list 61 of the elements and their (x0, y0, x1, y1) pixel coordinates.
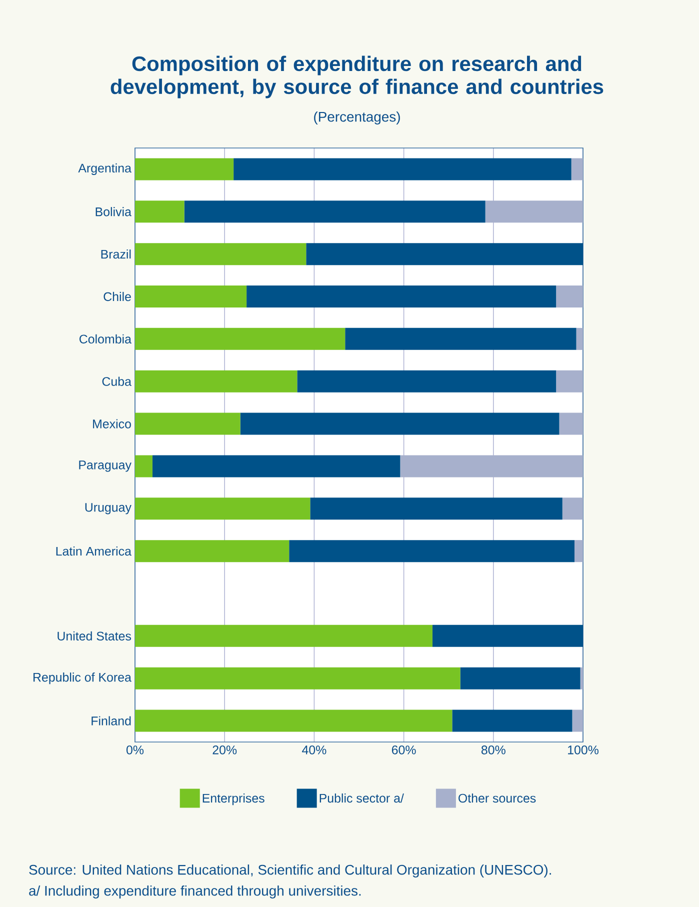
y-tick-label: United States (58, 631, 132, 641)
bar (135, 624, 432, 647)
legend-label: Enterprises (202, 793, 264, 806)
chart-subtitle: (Percentages) (314, 111, 400, 124)
bar (135, 200, 184, 223)
y-tick-label: Paraguay (79, 460, 132, 472)
bar (297, 370, 556, 392)
y-tick-label: Colombia (80, 334, 132, 344)
text: a/ Including expenditure financed through universities. (29, 885, 361, 898)
bar (135, 286, 247, 308)
x-tick-label: 60% (392, 746, 416, 754)
bar (310, 498, 562, 520)
bar (556, 370, 583, 392)
y-tick-label: Cuba (102, 376, 132, 386)
y-tick-label: Finland (92, 716, 131, 726)
x-tick-label: 40% (302, 746, 326, 754)
bar (306, 243, 583, 266)
x-tick-label: 80% (481, 746, 506, 754)
bar (152, 455, 400, 478)
bar (135, 243, 306, 266)
bar (556, 286, 583, 308)
y-tick-label: Uruguay (85, 503, 132, 514)
bar (559, 412, 583, 435)
y-tick-label: Latin America (56, 546, 132, 556)
bar (572, 710, 583, 732)
bar (135, 498, 310, 520)
bar (289, 540, 574, 562)
bar (580, 667, 583, 690)
legend-label: Public sector a/ (320, 793, 404, 803)
y-tick-label: Argentina (78, 163, 132, 176)
bar (576, 328, 583, 350)
bar (432, 624, 583, 647)
x-tick-label: 20% (212, 746, 237, 754)
bar (452, 710, 572, 732)
y-tick-label: Bolivia (96, 207, 132, 216)
bar (135, 455, 152, 478)
y-tick-label: Chile (104, 292, 131, 302)
y-tick-label: Brazil (101, 249, 131, 259)
bar (135, 667, 460, 690)
legend-label: Other sources (458, 793, 536, 803)
bar (574, 540, 583, 562)
y-tick-label: Mexico (93, 419, 131, 428)
bar (135, 328, 346, 350)
bar (240, 412, 560, 435)
y-tick-label: Republic of Korea (34, 672, 132, 684)
bar (135, 540, 290, 562)
bar (234, 158, 572, 180)
bar (562, 498, 583, 520)
bar (345, 328, 576, 350)
chart-title: Composition of expenditure on research and development, by source of finance and countries (110, 56, 604, 98)
bar (135, 412, 240, 435)
bar (571, 158, 583, 180)
x-tick-label: 0% (126, 746, 144, 754)
source-note: Source: United Nations Educational, Scientific and Cultural Organization (UNESCO). (29, 864, 551, 878)
x-tick-label: 100% (568, 746, 598, 754)
bar (135, 370, 298, 392)
bar (246, 286, 556, 308)
bar (135, 158, 234, 180)
bar (135, 710, 452, 732)
bar (460, 667, 580, 690)
bar (184, 200, 486, 223)
